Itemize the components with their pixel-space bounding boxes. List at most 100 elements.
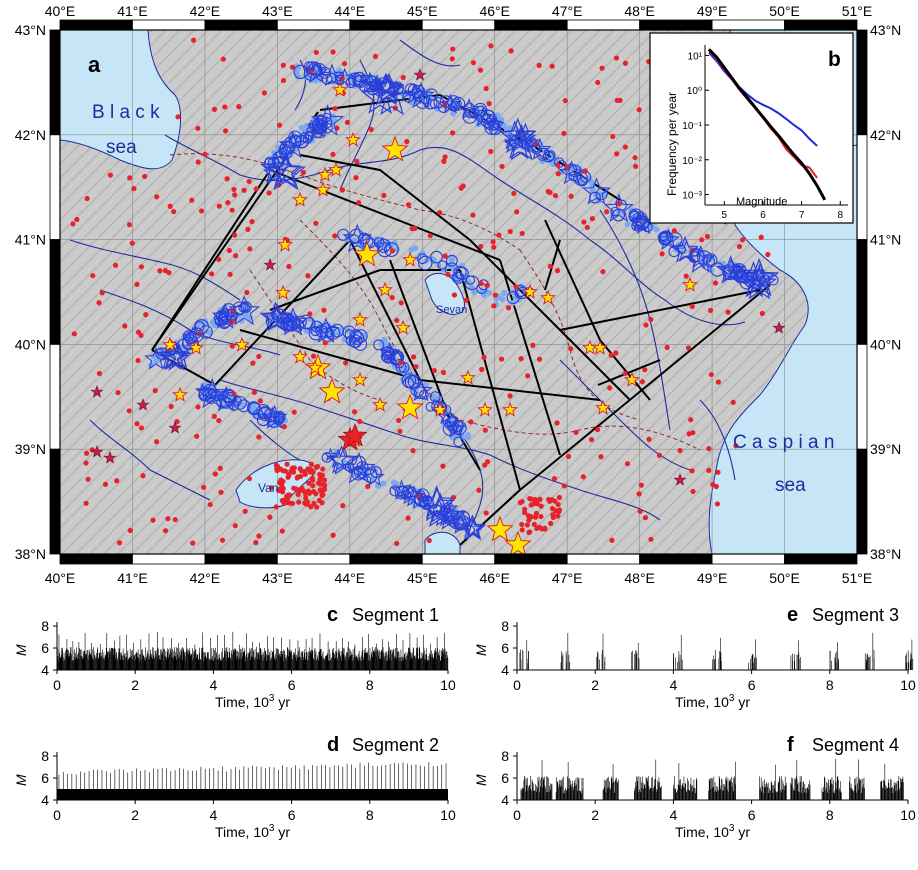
catalog-dot <box>442 253 448 259</box>
historic-earthquake-star-small <box>673 473 687 486</box>
lake-south <box>424 531 461 554</box>
catalog-dot <box>247 246 253 252</box>
synthetic-event-light <box>422 381 429 388</box>
historic-earthquake-star <box>432 401 448 417</box>
inset-ytick: 10⁻² <box>682 156 702 167</box>
synthetic-event-star <box>399 483 421 505</box>
synthetic-event-light <box>435 262 442 269</box>
catalog-dot <box>636 491 642 497</box>
catalog-dot <box>704 233 711 240</box>
catalog-dot <box>216 256 222 263</box>
catalog-dot <box>216 417 222 424</box>
catalog-dot <box>99 290 105 296</box>
catalog-dot <box>286 492 292 498</box>
catalog-dot <box>282 468 288 474</box>
lon-tick-top: 42°E <box>190 3 221 19</box>
catalog-dot <box>534 501 540 507</box>
synthetic-event-circle <box>369 466 382 478</box>
historic-earthquake-star <box>682 276 698 292</box>
catalog-dot <box>296 488 302 495</box>
catalog-dot <box>152 387 158 394</box>
inset-ytick: 10⁻¹ <box>682 121 702 132</box>
catalog-dot <box>150 517 156 523</box>
synthetic-event-light <box>471 289 478 296</box>
catalog-dot <box>317 471 323 478</box>
catalog-dot <box>486 101 492 107</box>
synthetic-event-circle <box>218 308 233 323</box>
lon-tick-bottom: 40°E <box>45 570 76 586</box>
synthetic-event-star <box>211 302 239 329</box>
borders <box>169 153 701 451</box>
catalog-dot <box>289 500 296 507</box>
catalog-dot <box>279 489 286 495</box>
historic-earthquake-star <box>315 181 331 197</box>
catalog-dot <box>609 537 615 543</box>
segment-xtick: 6 <box>748 677 756 693</box>
segment-ylabel: M <box>473 644 489 656</box>
segment-xlabel: Time, 103 yr <box>675 823 750 840</box>
catalog-dot <box>162 267 168 274</box>
catalog-dot <box>142 173 148 180</box>
catalog-dot <box>405 202 412 208</box>
lat-tick-right: 38°N <box>870 546 901 562</box>
segment-ytick: 6 <box>41 640 49 656</box>
sevan-label: Sevan <box>436 304 467 316</box>
catalog-dot <box>135 357 141 364</box>
catalog-dot <box>604 209 610 215</box>
catalog-dot <box>154 194 160 200</box>
segment-xtick: 10 <box>440 807 456 823</box>
segment-ytick: 8 <box>41 618 49 634</box>
catalog-dot <box>274 466 280 472</box>
segment-xtick: 2 <box>591 677 599 693</box>
catalog-dot <box>83 500 89 506</box>
catalog-dot <box>211 106 218 112</box>
catalog-dot <box>310 483 316 489</box>
catalog-dot <box>573 429 579 435</box>
catalog-dot <box>713 483 719 490</box>
segment-xtick: 4 <box>210 677 218 693</box>
lon-tick-bottom: 47°E <box>552 570 583 586</box>
historic-earthquake-star-small <box>90 385 104 398</box>
synthetic-event-light <box>377 240 384 247</box>
catalog-dot <box>280 62 286 68</box>
catalog-dot <box>194 433 200 439</box>
synthetic-event-star <box>503 126 540 161</box>
synthetic-event-star <box>603 193 634 223</box>
synthetic-event-light <box>588 179 595 186</box>
catalog-dot <box>397 360 403 366</box>
synthetic-event-star <box>328 448 349 468</box>
synthetic-event-star <box>166 343 193 369</box>
catalog-dot <box>354 158 360 164</box>
catalog-dot <box>528 502 534 508</box>
historic-earthquake-star-small <box>772 321 786 334</box>
synthetic-event-light <box>464 431 471 438</box>
catalog-dot <box>174 418 180 425</box>
synthetic-event-star <box>312 317 340 343</box>
historic-earthquake-star <box>396 393 424 420</box>
synthetic-event-light <box>624 221 631 228</box>
catalog-dot <box>112 262 119 268</box>
catalog-dot <box>525 373 531 379</box>
lon-tick-top: 49°E <box>697 3 728 19</box>
synthetic-event-star <box>472 106 494 127</box>
catalog-dot <box>314 504 320 510</box>
synthetic-event-star <box>182 326 204 347</box>
catalog-dot <box>482 462 488 468</box>
catalog-dot <box>341 61 348 67</box>
catalog-dot <box>207 501 213 508</box>
segment-title: Segment 1 <box>352 605 439 625</box>
catalog-dot <box>242 508 248 514</box>
catalog-dot <box>445 271 451 278</box>
catalog-dot <box>759 310 765 317</box>
synthetic-event-star <box>408 488 431 510</box>
synthetic-event-light <box>499 296 506 303</box>
lon-tick-bottom: 42°E <box>190 570 221 586</box>
historic-earthquake-star <box>381 135 409 162</box>
synthetic-event-star <box>426 498 453 523</box>
catalog-dot <box>400 74 406 81</box>
catalog-dot <box>232 253 239 259</box>
catalog-dot <box>396 417 402 424</box>
catalog-dot <box>736 243 743 250</box>
catalog-dot <box>134 421 140 427</box>
historic-earthquake-star-small <box>168 421 182 434</box>
